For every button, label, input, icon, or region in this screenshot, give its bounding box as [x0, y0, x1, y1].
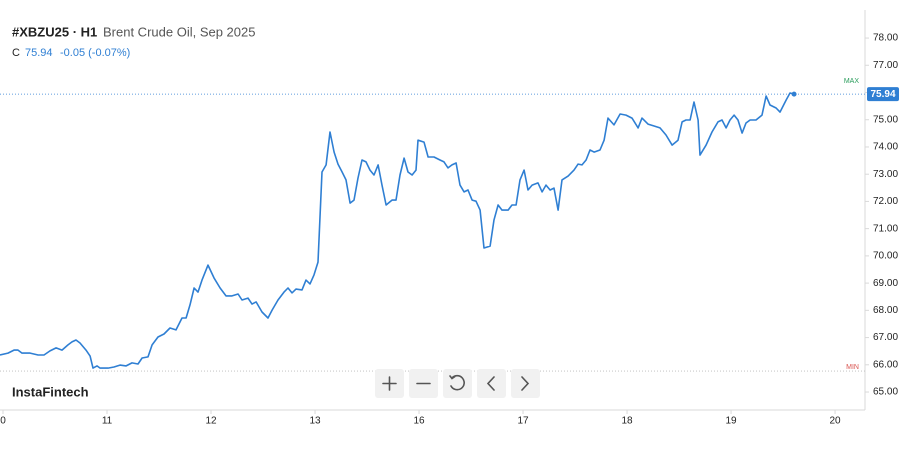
instrument-name: Brent Crude Oil, Sep 2025 — [103, 24, 255, 39]
y-tick-label: 72.00 — [873, 196, 898, 207]
y-tick-label: 66.00 — [873, 359, 898, 370]
zoom-out[interactable] — [409, 369, 438, 398]
x-tick-label: 19 — [725, 416, 737, 427]
x-tick-label: 20 — [829, 416, 841, 427]
min-label: MIN — [846, 364, 859, 371]
brand: InstaFintech — [12, 384, 89, 399]
last-point — [791, 91, 797, 97]
y-tick-label: 65.00 — [873, 387, 898, 398]
x-tick-label: 18 — [621, 416, 633, 427]
close-value: 75.94 — [25, 47, 53, 59]
max-label: MAX — [844, 78, 860, 85]
zoom-in[interactable] — [375, 369, 404, 398]
y-tick-label: 68.00 — [873, 305, 898, 316]
y-tick-label: 78.00 — [873, 33, 898, 44]
last-price-tag — [867, 87, 899, 102]
y-tick-label: 67.00 — [873, 332, 898, 343]
y-tick-label: 70.00 — [873, 251, 898, 262]
reset[interactable] — [443, 369, 472, 398]
x-tick-label: 16 — [413, 416, 425, 427]
last-price-label: 75.94 — [870, 89, 895, 100]
y-tick-label: 71.00 — [873, 223, 898, 234]
price-line — [0, 92, 795, 369]
y-tick-label: 69.00 — [873, 278, 898, 289]
x-tick-label: 12 — [205, 416, 217, 427]
scroll-left[interactable] — [477, 369, 506, 398]
x-tick-label: 0 — [0, 416, 6, 427]
x-tick-label: 11 — [102, 416, 113, 427]
y-tick-label: 73.00 — [873, 169, 898, 180]
y-tick-label: 77.00 — [873, 60, 898, 71]
close-label: C — [12, 47, 20, 59]
y-tick-label: 74.00 — [873, 142, 898, 153]
y-tick-label: 75.00 — [873, 114, 898, 125]
scroll-right[interactable] — [511, 369, 540, 398]
x-tick-label: 13 — [309, 416, 321, 427]
x-tick-label: 17 — [517, 416, 529, 427]
change: -0.05 (-0.07%) — [60, 47, 130, 59]
symbol: #XBZU25 · H1 — [12, 24, 97, 39]
